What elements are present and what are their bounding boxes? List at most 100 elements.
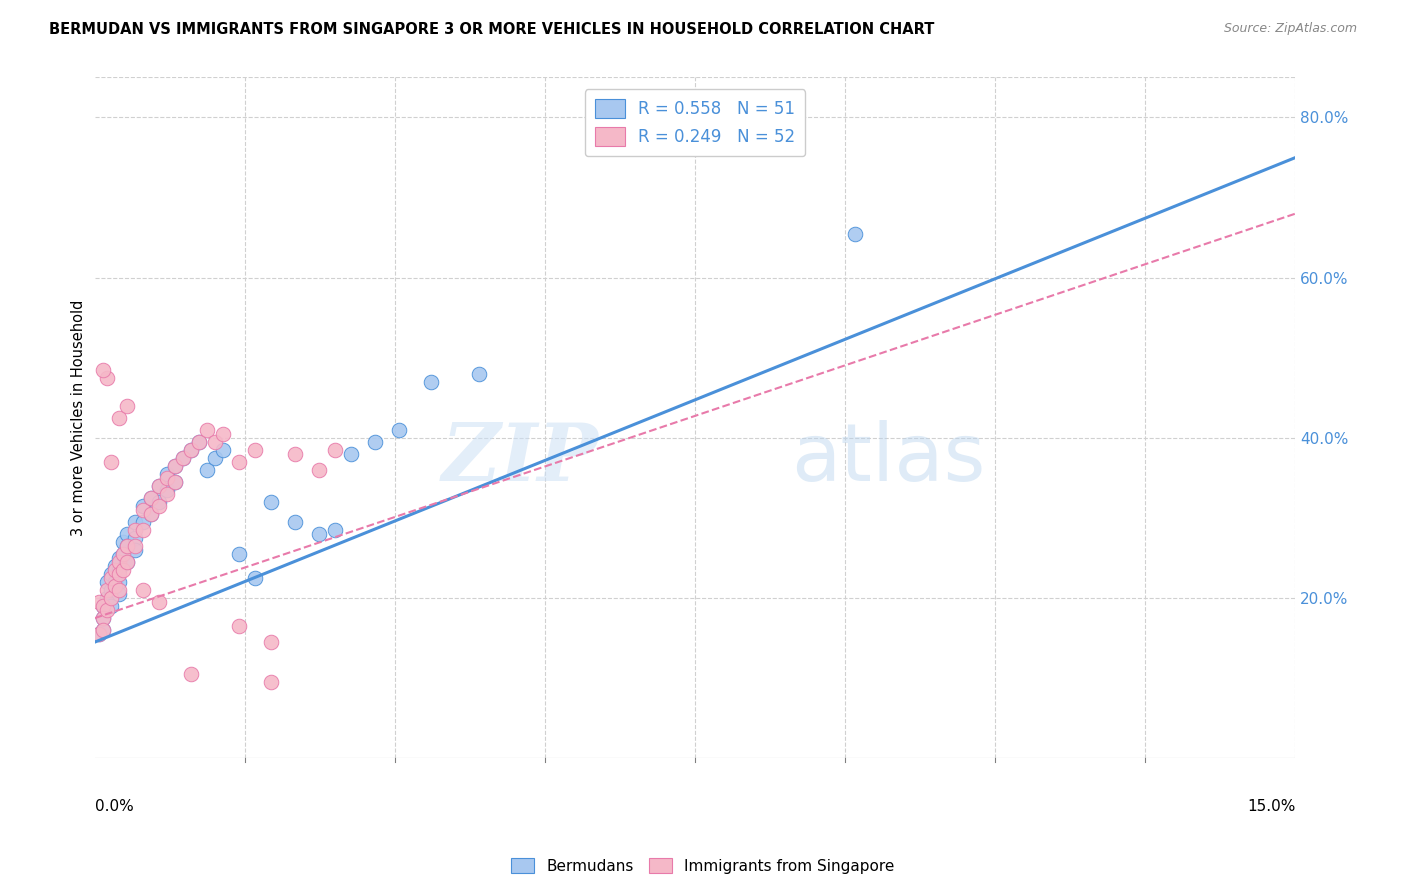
Point	[195, 423, 218, 437]
Point	[260, 675, 283, 690]
Point	[148, 499, 170, 513]
Point	[96, 591, 118, 606]
Point	[148, 495, 170, 509]
Point	[107, 555, 129, 569]
Point	[243, 442, 266, 457]
Point	[131, 499, 153, 513]
Point	[91, 611, 114, 625]
Point	[87, 627, 110, 641]
Point	[107, 587, 129, 601]
Text: atlas: atlas	[792, 420, 986, 498]
Point	[139, 491, 162, 505]
Point	[96, 371, 118, 385]
Point	[107, 563, 129, 577]
Point	[91, 363, 114, 377]
Point	[115, 539, 138, 553]
Point	[260, 495, 283, 509]
Point	[91, 623, 114, 637]
Point	[228, 455, 250, 469]
Point	[103, 559, 125, 574]
Point	[87, 595, 110, 609]
Point	[323, 523, 346, 537]
Legend: R = 0.558   N = 51, R = 0.249   N = 52: R = 0.558 N = 51, R = 0.249 N = 52	[585, 89, 806, 156]
Point	[115, 555, 138, 569]
Point	[388, 423, 411, 437]
Point	[180, 442, 202, 457]
Point	[87, 627, 110, 641]
Point	[148, 595, 170, 609]
Legend: Bermudans, Immigrants from Singapore: Bermudans, Immigrants from Singapore	[505, 852, 901, 880]
Point	[243, 571, 266, 585]
Point	[204, 434, 226, 449]
Point	[228, 547, 250, 561]
Point	[139, 491, 162, 505]
Point	[156, 483, 179, 497]
Point	[124, 539, 146, 553]
Point	[91, 599, 114, 614]
Point	[91, 623, 114, 637]
Point	[163, 475, 186, 489]
Point	[111, 535, 134, 549]
Point	[172, 450, 194, 465]
Point	[103, 575, 125, 590]
Point	[124, 531, 146, 545]
Point	[131, 583, 153, 598]
Point	[308, 527, 330, 541]
Point	[139, 507, 162, 521]
Point	[172, 450, 194, 465]
Point	[139, 507, 162, 521]
Point	[419, 375, 441, 389]
Point	[156, 487, 179, 501]
Point	[124, 515, 146, 529]
Point	[148, 479, 170, 493]
Point	[100, 591, 122, 606]
Point	[211, 442, 233, 457]
Point	[180, 442, 202, 457]
Text: BERMUDAN VS IMMIGRANTS FROM SINGAPORE 3 OR MORE VEHICLES IN HOUSEHOLD CORRELATIO: BERMUDAN VS IMMIGRANTS FROM SINGAPORE 3 …	[49, 22, 935, 37]
Text: 0.0%: 0.0%	[94, 799, 134, 814]
Point	[204, 450, 226, 465]
Point	[131, 503, 153, 517]
Point	[148, 479, 170, 493]
Text: 15.0%: 15.0%	[1247, 799, 1295, 814]
Y-axis label: 3 or more Vehicles in Household: 3 or more Vehicles in Household	[72, 300, 86, 536]
Point	[124, 523, 146, 537]
Point	[107, 567, 129, 582]
Point	[91, 611, 114, 625]
Point	[111, 547, 134, 561]
Point	[107, 551, 129, 566]
Point	[115, 399, 138, 413]
Point	[156, 467, 179, 481]
Point	[131, 523, 153, 537]
Point	[364, 434, 387, 449]
Point	[107, 583, 129, 598]
Point	[163, 458, 186, 473]
Point	[100, 567, 122, 582]
Point	[260, 635, 283, 649]
Text: ZIP: ZIP	[441, 420, 599, 498]
Point	[96, 603, 118, 617]
Point	[103, 579, 125, 593]
Point	[107, 410, 129, 425]
Point	[180, 667, 202, 681]
Point	[228, 619, 250, 633]
Text: Source: ZipAtlas.com: Source: ZipAtlas.com	[1223, 22, 1357, 36]
Point	[107, 575, 129, 590]
Point	[323, 442, 346, 457]
Point	[100, 571, 122, 585]
Point	[96, 583, 118, 598]
Point	[100, 583, 122, 598]
Point	[284, 515, 307, 529]
Point	[195, 463, 218, 477]
Point	[100, 599, 122, 614]
Point	[211, 426, 233, 441]
Point	[91, 599, 114, 614]
Point	[284, 447, 307, 461]
Point	[111, 547, 134, 561]
Point	[163, 458, 186, 473]
Point	[115, 555, 138, 569]
Point	[103, 563, 125, 577]
Point	[844, 227, 866, 241]
Point	[131, 515, 153, 529]
Point	[156, 471, 179, 485]
